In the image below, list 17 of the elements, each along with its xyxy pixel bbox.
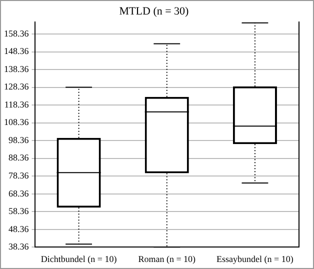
- x-tick-label: Dichtbundel (n = 10): [40, 254, 117, 264]
- y-tick-label: 38.36: [8, 242, 30, 252]
- y-tick-label: 118.36: [4, 99, 30, 110]
- y-tick-label: 48.36: [8, 224, 30, 234]
- y-tick-label: 78.36: [8, 170, 30, 180]
- y-tick-label: 138.36: [4, 64, 30, 74]
- chart-title: MTLD (n = 30): [119, 5, 190, 18]
- y-tick-label: 98.36: [8, 134, 30, 145]
- x-tick-label: Essaybundel (n = 10): [216, 254, 294, 264]
- y-tick-label: 108.36: [4, 117, 30, 128]
- y-tick-label: 58.36: [8, 206, 30, 216]
- y-tick-label: 88.36: [8, 152, 30, 163]
- y-tick-label: 158.36: [4, 28, 30, 38]
- x-tick-label: Roman (n = 10): [138, 254, 196, 264]
- y-tick-label: 68.36: [8, 188, 30, 198]
- y-tick-label: 128.36: [4, 82, 30, 92]
- y-tick-label: 148.36: [4, 46, 30, 56]
